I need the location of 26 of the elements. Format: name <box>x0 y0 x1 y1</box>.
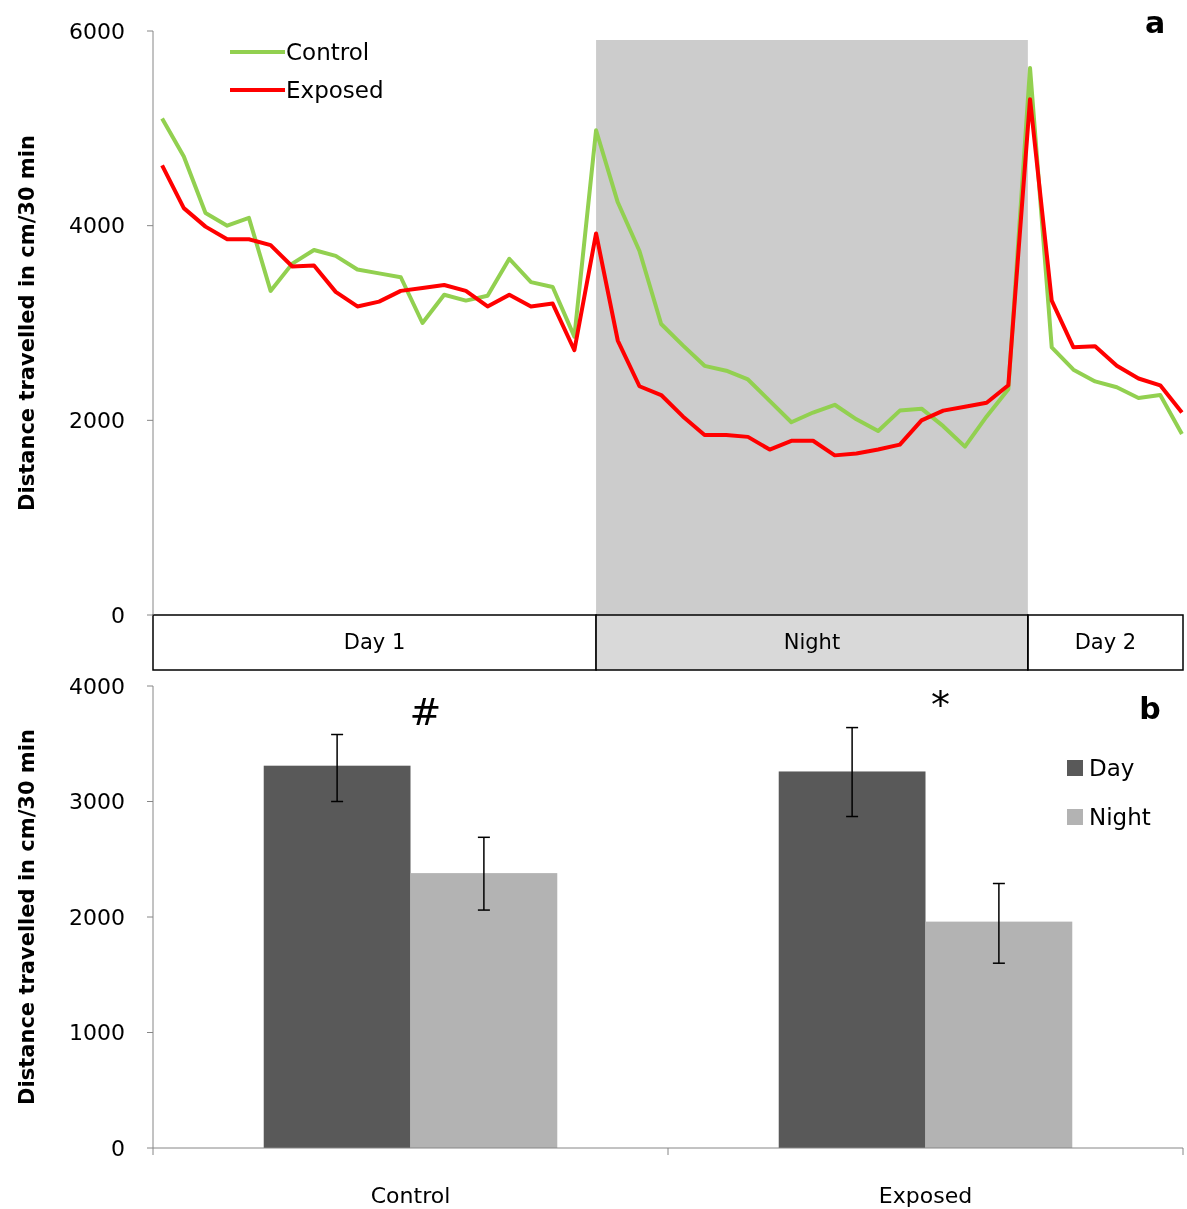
text: Day 2 <box>1074 630 1137 655</box>
bar <box>925 921 1073 1148</box>
legend-label: Night <box>1089 804 1151 831</box>
bar <box>410 873 558 1148</box>
annotation: # <box>409 689 442 734</box>
annotation: b <box>1139 690 1161 726</box>
bar <box>263 765 411 1148</box>
text: Day 1 <box>343 630 406 655</box>
legend-label: Day <box>1089 755 1135 782</box>
y-tick-label: 0 <box>111 602 125 628</box>
y-tick-label: 4000 <box>69 213 125 239</box>
y-tick-label: 2000 <box>69 408 125 434</box>
legend-label: Control <box>286 39 370 66</box>
y-tick-label: 1000 <box>69 1020 125 1046</box>
y-tick-label: 0 <box>111 1135 125 1161</box>
y-tick-label: 4000 <box>69 673 125 699</box>
y-tick-label: 3000 <box>69 789 125 815</box>
bar <box>778 771 926 1148</box>
y-axis-title: Distance travelled in cm/30 min <box>15 729 39 1105</box>
y-axis-title: Distance travelled in cm/30 min <box>15 135 39 511</box>
y-tick-label: 6000 <box>69 18 125 44</box>
text: Night <box>783 630 841 655</box>
legend-label: Exposed <box>286 77 384 104</box>
annotation: a <box>1144 4 1166 40</box>
y-tick-label: 2000 <box>69 904 125 930</box>
annotation: * <box>931 682 950 727</box>
